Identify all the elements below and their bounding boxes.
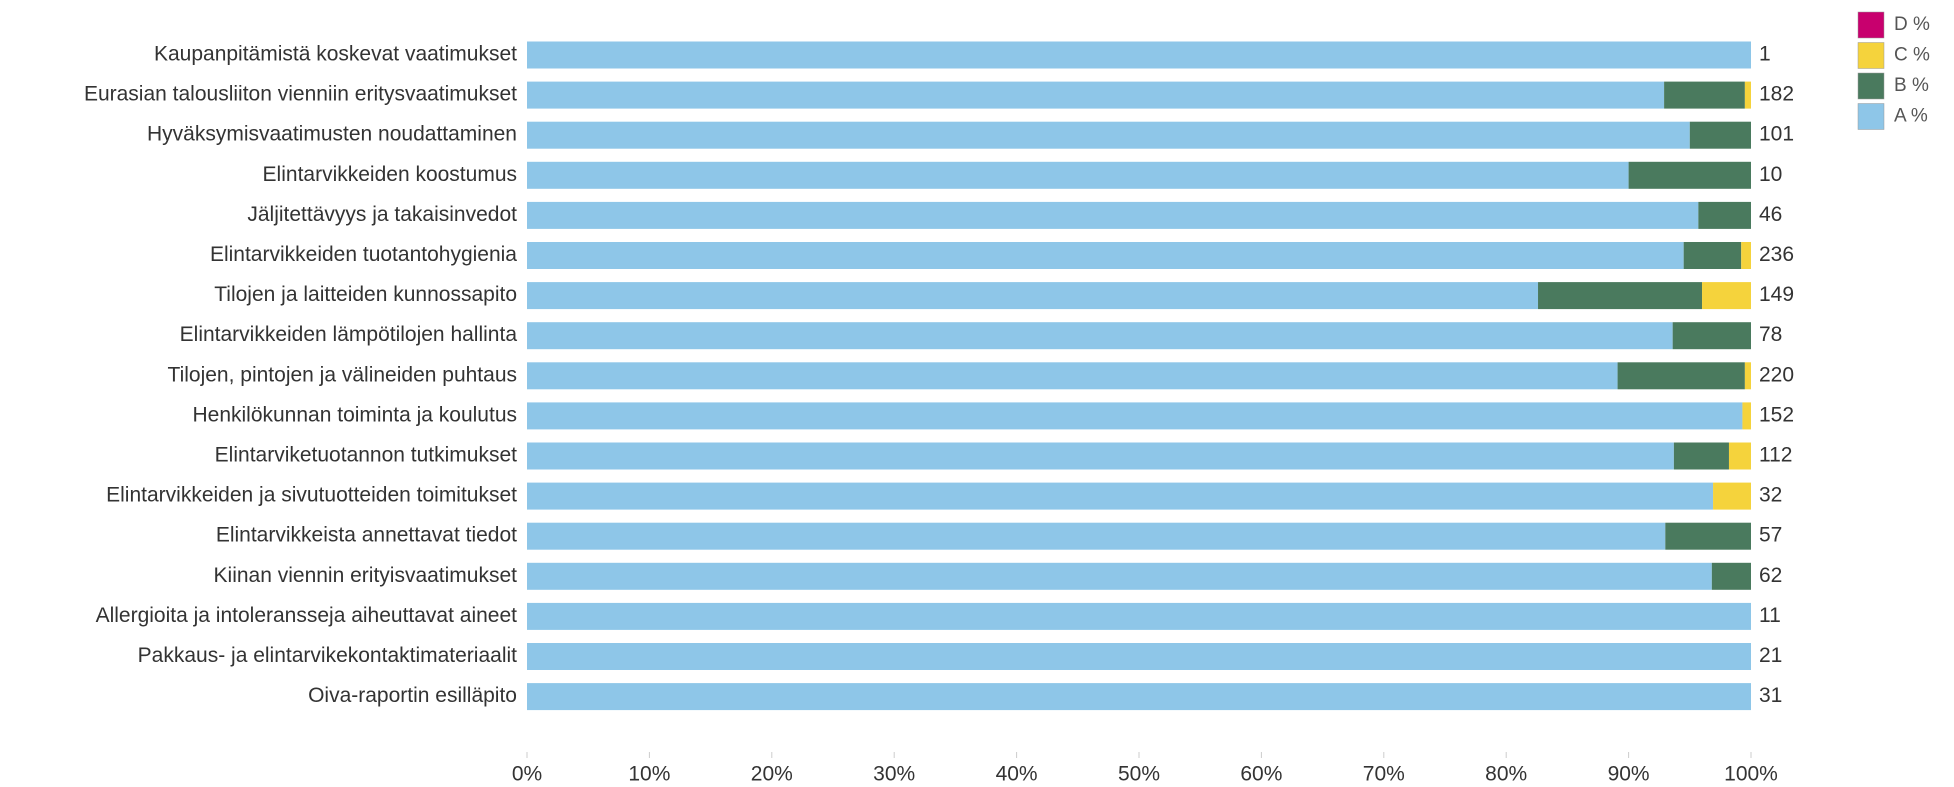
category-label: Elintarvikkeiden tuotantohygienia <box>210 243 517 266</box>
legend: A % B % C % D % <box>1857 11 1930 130</box>
legend-swatch <box>1857 103 1885 130</box>
category-label: Allergioita ja intoleransseja aiheuttava… <box>96 604 518 627</box>
total-label: 57 <box>1759 524 1782 547</box>
legend-swatch <box>1857 42 1885 69</box>
bar-segment <box>527 602 1751 630</box>
total-label: 10 <box>1759 163 1782 186</box>
bar-segment <box>527 402 1743 430</box>
x-tick-label: 70% <box>1363 763 1405 786</box>
bar-segment <box>527 683 1751 711</box>
total-label: 21 <box>1759 644 1782 667</box>
total-label: 152 <box>1759 403 1794 426</box>
bar-segment <box>1683 242 1742 269</box>
x-tick-label: 20% <box>751 763 793 786</box>
legend-swatch <box>1857 72 1885 100</box>
bar-segment <box>1742 402 1751 430</box>
total-label: 220 <box>1759 363 1794 386</box>
total-label: 78 <box>1759 323 1782 346</box>
bar-segment <box>527 282 1539 310</box>
category-label: Jäljitettävyys ja takaisinvedot <box>247 203 517 226</box>
x-tick-label: 90% <box>1608 763 1650 786</box>
category-label: Elintarvikkeista annettavat tiedot <box>216 524 517 547</box>
bar-segment <box>1744 362 1751 390</box>
total-label: 31 <box>1759 684 1782 707</box>
x-tick-label: 10% <box>628 763 670 786</box>
bar-segment <box>1672 322 1751 350</box>
total-label: 101 <box>1759 123 1794 146</box>
total-label: 236 <box>1759 243 1794 266</box>
bar-segment <box>527 442 1674 470</box>
bar-segment <box>1664 81 1745 109</box>
bar-segment <box>527 242 1684 269</box>
bar-segment <box>527 201 1699 229</box>
category-label: Elintarvikkeiden lämpötilojen hallinta <box>180 323 518 346</box>
legend-label: D % <box>1894 14 1930 35</box>
bar-segment <box>1665 522 1751 550</box>
category-label: Kaupanpitämistä koskevat vaatimukset <box>154 43 517 66</box>
bar-segment <box>1698 201 1751 229</box>
bar-segment <box>1617 362 1745 390</box>
x-tick-label: 30% <box>873 763 915 786</box>
bar-segment <box>527 41 1751 69</box>
bar-segment <box>1673 442 1729 470</box>
category-label: Pakkaus- ja elintarvikekontaktimateriaal… <box>138 644 517 667</box>
bar-segment <box>527 161 1629 189</box>
x-tick-label: 80% <box>1485 763 1527 786</box>
bar-segment <box>1744 81 1751 109</box>
legend-swatch <box>1857 11 1885 39</box>
bar-segment <box>527 562 1712 590</box>
category-label: Elintarviketuotannon tutkimukset <box>215 444 517 467</box>
bar-segment <box>1713 482 1751 510</box>
x-tick-label: 40% <box>996 763 1038 786</box>
bar-segment <box>1689 121 1751 149</box>
bar-segment <box>1538 282 1703 310</box>
total-label: 11 <box>1759 604 1781 627</box>
category-label: Elintarvikkeiden ja sivutuotteiden toimi… <box>106 484 517 507</box>
total-label: 32 <box>1759 484 1782 507</box>
category-label: Tilojen ja laitteiden kunnossapito <box>214 283 517 306</box>
bar-segment <box>1728 442 1751 470</box>
x-tick-label: 0% <box>512 763 542 786</box>
legend-label: A % <box>1894 106 1928 127</box>
category-label: Eurasian talousliiton vienniin eritysvaa… <box>84 83 517 106</box>
legend-label: C % <box>1894 45 1930 66</box>
x-tick-label: 50% <box>1118 763 1160 786</box>
total-label: 46 <box>1759 203 1782 226</box>
bar-segment <box>527 482 1714 510</box>
bar-segment <box>1741 242 1751 269</box>
bar-segment <box>527 643 1751 670</box>
total-label: 182 <box>1759 83 1794 106</box>
x-tick-label: 60% <box>1240 763 1282 786</box>
bar-segment <box>1702 282 1751 310</box>
total-label: 112 <box>1759 444 1792 467</box>
total-label: 149 <box>1759 283 1794 306</box>
category-label: Elintarvikkeiden koostumus <box>263 163 517 186</box>
category-label: Henkilökunnan toiminta ja koulutus <box>192 403 517 426</box>
category-label: Oiva-raportin esilläpito <box>308 684 517 707</box>
bar-segment <box>527 522 1666 550</box>
bar-segment <box>1711 562 1751 590</box>
legend-label: B % <box>1894 75 1929 96</box>
category-label: Kiinan viennin erityisvaatimukset <box>214 564 518 587</box>
x-tick-label: 100% <box>1724 763 1778 786</box>
total-label: 1 <box>1759 43 1771 66</box>
category-label: Tilojen, pintojen ja välineiden puhtaus <box>168 363 517 386</box>
bar-segment <box>527 121 1690 149</box>
bar-segment <box>527 81 1665 109</box>
bar-segment <box>1628 161 1751 189</box>
bar-segment <box>527 322 1673 350</box>
bar-segment <box>527 362 1618 390</box>
category-label: Hyväksymisvaatimusten noudattaminen <box>147 123 517 146</box>
total-label: 62 <box>1759 564 1782 587</box>
